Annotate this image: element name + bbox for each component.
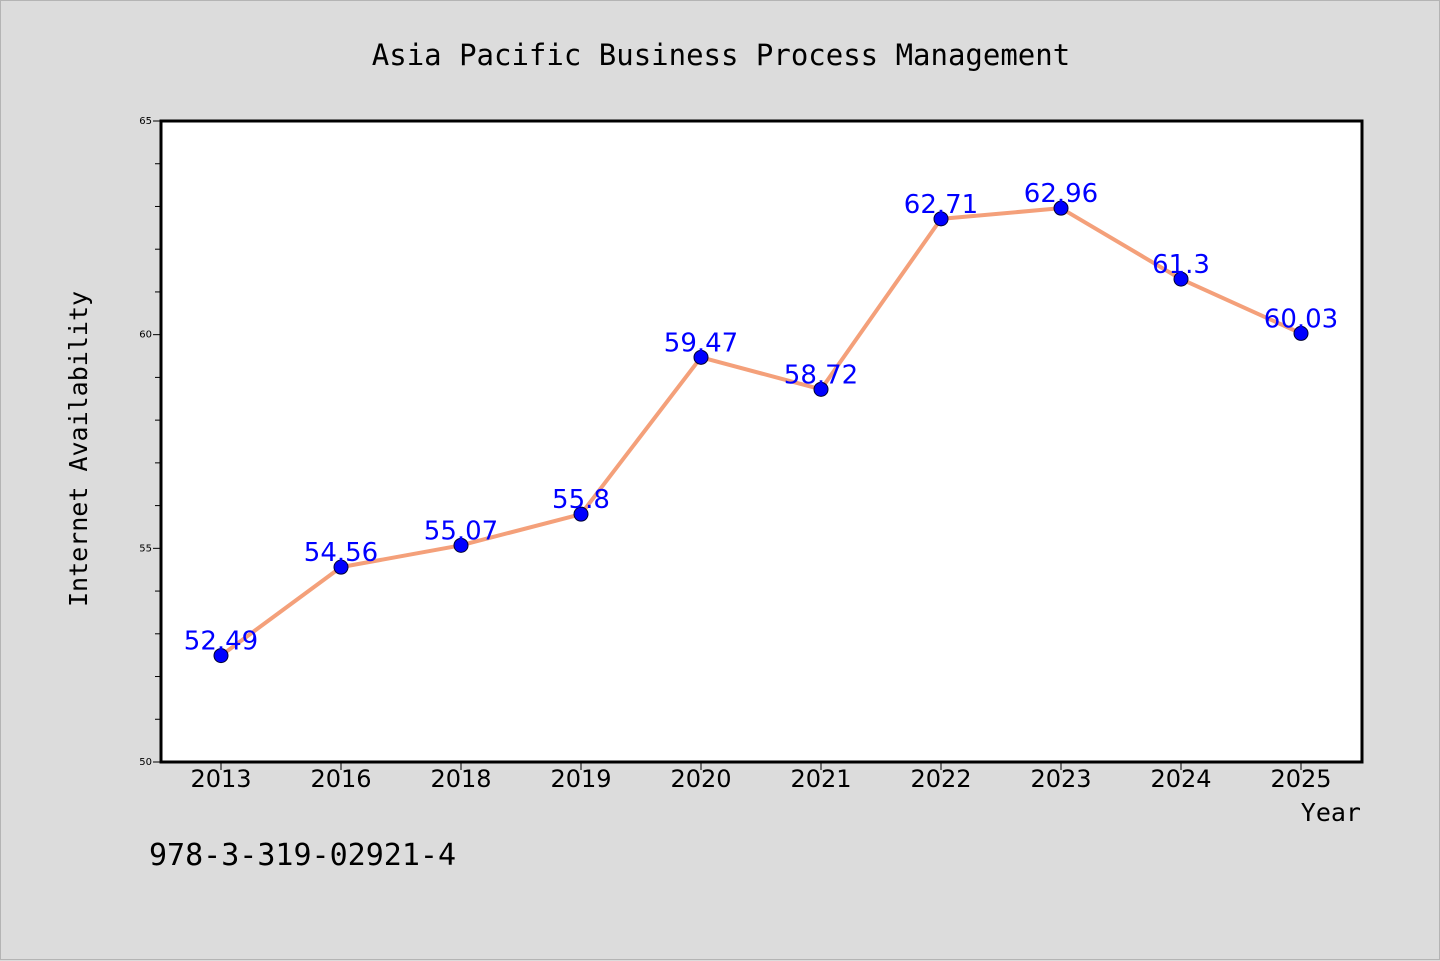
isbn-text: 978-3-319-02921-4: [149, 838, 456, 873]
y-axis: 50 55 60 65: [139, 116, 161, 768]
data-label: 54.56: [304, 538, 378, 568]
y-tick-label: 60: [139, 330, 152, 341]
y-tick-label: 50: [139, 757, 152, 768]
x-tick-label: 2019: [550, 765, 611, 793]
data-labels: 52.49 54.56 55.07 55.8 59.47 58.72 62.71 62.96 6…: [184, 179, 1338, 656]
y-tick-label: 65: [139, 116, 152, 127]
data-point: [933, 211, 949, 227]
plot-area: [159, 119, 1364, 764]
x-tick-label: 2020: [670, 765, 731, 793]
data-point: [1053, 200, 1069, 216]
data-label: 62.71: [904, 190, 978, 220]
data-label: 55.07: [424, 516, 498, 546]
data-point: [333, 559, 349, 575]
x-tick-label: 2016: [310, 765, 371, 793]
chart-title: Asia Pacific Business Process Management: [372, 38, 1070, 72]
data-label: 55.8: [552, 485, 610, 515]
data-label: 58.72: [784, 360, 858, 390]
x-tick-label: 2025: [1270, 765, 1331, 793]
data-point: [693, 349, 709, 365]
x-axis-label: Year: [1301, 798, 1361, 827]
x-tick-label: 2024: [1150, 765, 1211, 793]
series-line-group: [219, 206, 1303, 658]
data-label: 59.47: [664, 328, 738, 358]
y-tick-label: 55: [139, 543, 152, 554]
data-markers: [213, 200, 1309, 664]
x-tick-label: 2013: [190, 765, 251, 793]
x-tick-label: 2023: [1030, 765, 1091, 793]
data-label: 62.96: [1024, 179, 1098, 209]
data-point: [573, 506, 589, 522]
data-point: [813, 381, 829, 397]
data-point: [1173, 271, 1189, 287]
data-label: 60.03: [1264, 304, 1338, 334]
data-point: [213, 648, 229, 664]
x-axis: 2013 2016 2018 2019 2020 2021 2022 2023 2024 2025: [190, 762, 1332, 793]
x-tick-label: 2018: [430, 765, 491, 793]
series-line: [219, 206, 1303, 658]
x-tick-label: 2022: [910, 765, 971, 793]
x-tick-label: 2021: [790, 765, 851, 793]
data-point: [1293, 325, 1309, 341]
y-axis-label: Internet Availability: [64, 291, 93, 607]
data-label: 61.3: [1152, 250, 1210, 280]
data-label: 52.49: [184, 627, 258, 657]
data-point: [453, 537, 469, 553]
